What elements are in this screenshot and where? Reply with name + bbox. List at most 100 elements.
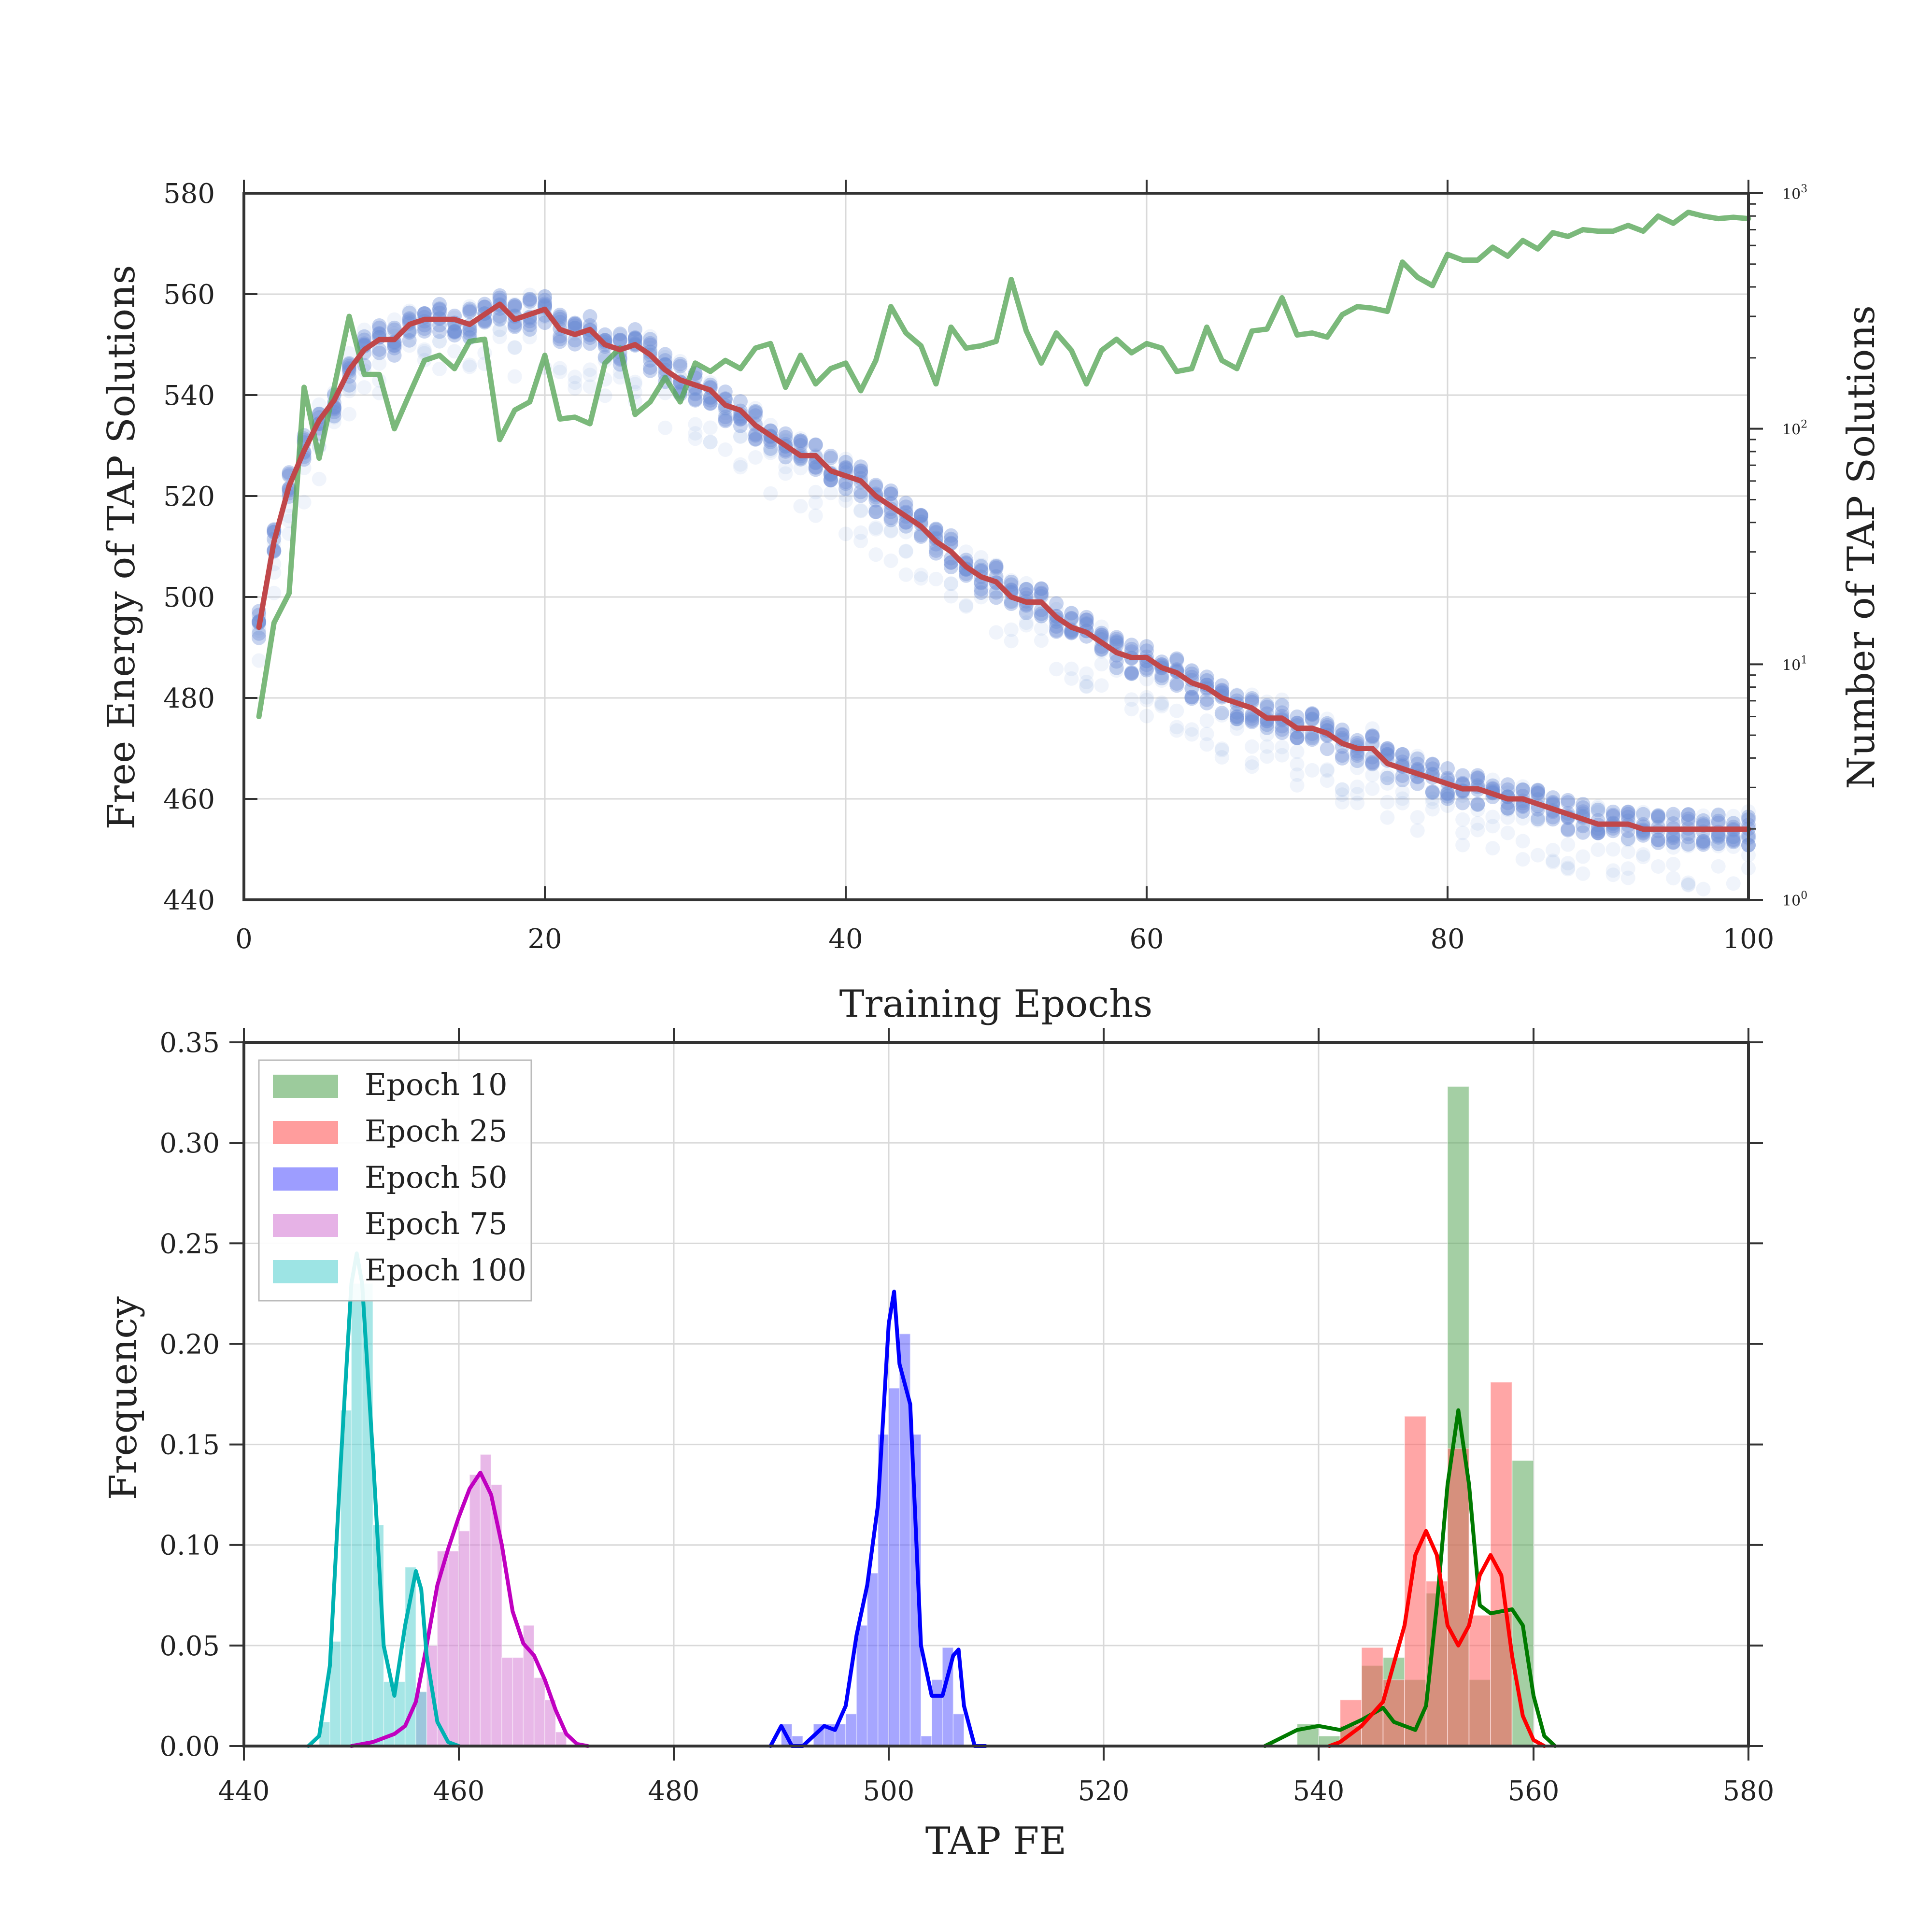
- scatter-point: [1109, 663, 1124, 678]
- scatter-point: [1124, 667, 1139, 682]
- top-plot-frame: [242, 192, 1750, 901]
- scatter-point: [1154, 696, 1169, 710]
- scatter-point: [1425, 785, 1440, 800]
- top-y-tick-label: 520: [163, 481, 215, 512]
- scatter-point: [1726, 832, 1741, 847]
- scatter-point: [1079, 666, 1094, 681]
- scatter-point: [1605, 863, 1620, 878]
- scatter-point: [462, 301, 477, 316]
- scatter-point: [1124, 665, 1139, 680]
- scatter-point: [1440, 791, 1455, 806]
- scatter-point: [1711, 808, 1726, 823]
- histogram-bar: [1468, 1615, 1491, 1747]
- scatter-point: [1620, 870, 1635, 885]
- scatter-point: [402, 333, 417, 348]
- scatter-point: [462, 303, 477, 318]
- scatter-point: [507, 297, 522, 312]
- scatter-point: [553, 308, 568, 322]
- scatter-point: [492, 322, 507, 337]
- scatter-point: [1470, 768, 1485, 783]
- scatter-point: [1515, 782, 1530, 797]
- scatter-point: [1500, 801, 1515, 816]
- scatter-point: [868, 505, 883, 520]
- tick-base: 10: [1782, 186, 1801, 203]
- density-curve: [306, 1251, 461, 1748]
- scatter-point: [627, 331, 642, 346]
- scatter-point: [1320, 763, 1335, 778]
- scatter-point: [1440, 786, 1455, 801]
- scatter-point: [1576, 800, 1591, 815]
- scatter-point: [1651, 835, 1666, 850]
- scatter-point: [1470, 816, 1485, 831]
- scatter-point: [1681, 811, 1696, 826]
- scatter-point: [1410, 751, 1425, 766]
- scatter-point: [522, 292, 537, 307]
- legend-swatch: [273, 1121, 338, 1144]
- scatter-point: [1245, 711, 1260, 726]
- scatter-point: [507, 298, 522, 313]
- scatter-point: [1305, 713, 1320, 728]
- scatter-point: [883, 524, 898, 539]
- scatter-point: [1591, 799, 1605, 814]
- legend-label: Epoch 10: [365, 1067, 508, 1102]
- scatter-point: [1320, 716, 1335, 731]
- scatter-point: [1711, 830, 1726, 845]
- scatter-point: [1470, 770, 1485, 785]
- scatter-point: [703, 420, 718, 435]
- scatter-point: [1530, 782, 1545, 797]
- scatter-point: [1726, 839, 1741, 854]
- scatter-point: [748, 401, 763, 416]
- scatter-point: [1335, 723, 1350, 737]
- scatter-point: [1034, 621, 1049, 636]
- scatter-point: [883, 523, 898, 538]
- scatter-point: [522, 330, 537, 345]
- scatter-point: [538, 315, 552, 330]
- scatter-point: [1440, 787, 1455, 802]
- scatter-point: [1726, 833, 1741, 848]
- scatter-point: [342, 384, 356, 398]
- scatter-point: [1079, 679, 1094, 694]
- scatter-point: [568, 318, 582, 333]
- scatter-point: [1260, 717, 1275, 732]
- top-x-ticks: 0 20 40 60 80 100: [235, 180, 1774, 955]
- scatter-point: [1455, 812, 1470, 827]
- scatter-point: [1395, 796, 1410, 810]
- scatter-point: [1335, 782, 1350, 797]
- scatter-point: [477, 297, 492, 312]
- scatter-point: [1184, 727, 1199, 742]
- scatter-point: [1365, 756, 1380, 771]
- scatter-point: [793, 499, 808, 513]
- top-y2-tick-label: 103: [1782, 183, 1807, 203]
- scatter-point: [1410, 749, 1425, 764]
- scatter-point: [1064, 671, 1079, 686]
- scatter-point: [974, 557, 989, 572]
- scatter-point: [1094, 678, 1109, 693]
- scatter-point: [1666, 830, 1681, 845]
- bottom-y-tick-label: 0.30: [159, 1128, 220, 1159]
- scatter-point: [1470, 796, 1485, 811]
- scatter-point: [1305, 707, 1320, 722]
- scatter-point: [597, 388, 612, 403]
- scatter-point: [808, 508, 823, 523]
- density-curve: [1327, 1529, 1547, 1748]
- scatter-point: [898, 567, 913, 582]
- scatter-point: [1245, 759, 1260, 774]
- scatter-point: [1726, 835, 1741, 850]
- scatter-point: [1154, 671, 1169, 685]
- scatter-point: [1455, 796, 1470, 810]
- scatter-point: [1305, 729, 1320, 744]
- scatter-point: [1470, 823, 1485, 838]
- scatter-point: [1139, 709, 1154, 724]
- scatter-point: [1561, 862, 1576, 877]
- scatter-point: [402, 303, 417, 318]
- scatter-point: [1470, 773, 1485, 788]
- scatter-point: [1139, 690, 1154, 705]
- scatter-point: [1109, 634, 1124, 649]
- scatter-point: [1530, 783, 1545, 798]
- scatter-point: [643, 336, 658, 351]
- scatter-point: [1260, 699, 1275, 714]
- scatter-point: [1380, 743, 1395, 758]
- scatter-point: [568, 369, 582, 384]
- density-curve: [349, 1470, 590, 1748]
